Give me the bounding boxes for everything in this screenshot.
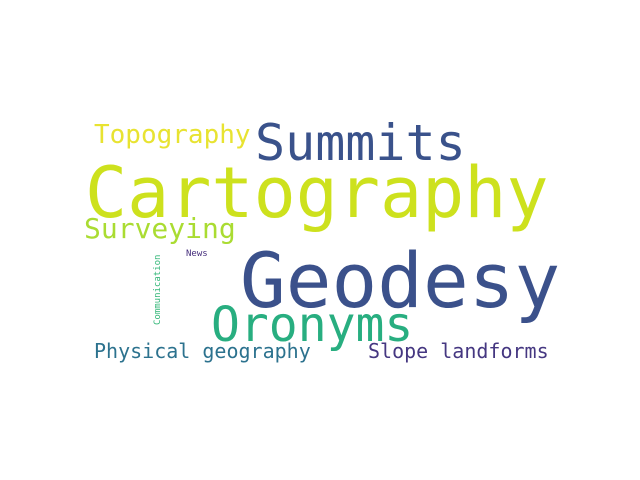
word-topography: Topography (94, 120, 251, 150)
word-summits: Summits (255, 114, 466, 172)
word-slope-landforms: Slope landforms (368, 339, 549, 363)
word-communication: Communication (153, 254, 163, 325)
word-geodesy: Geodesy (240, 236, 561, 325)
word-surveying: Surveying (84, 212, 236, 245)
word-oronyms: Oronyms (211, 297, 414, 353)
word-physical-geography: Physical geography (94, 339, 311, 363)
word-news: News (186, 249, 208, 259)
word-cartography: Cartography (85, 152, 549, 234)
